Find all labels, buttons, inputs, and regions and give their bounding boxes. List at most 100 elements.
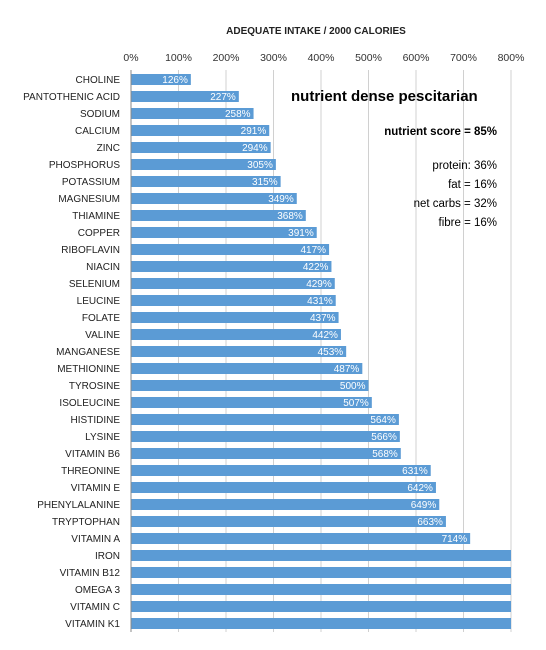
data-label: 487% <box>334 364 360 375</box>
annotation-heading: nutrient dense pescitarian <box>291 88 478 105</box>
bar <box>131 482 436 493</box>
bar <box>131 176 281 187</box>
x-tick-label: 0% <box>123 52 138 64</box>
bar <box>131 618 511 629</box>
category-label: VITAMIN C <box>70 602 120 613</box>
bar <box>131 346 347 357</box>
bar <box>131 74 191 85</box>
category-label: PANTOTHENIC ACID <box>23 92 120 103</box>
data-label: 417% <box>300 245 326 256</box>
category-label: LYSINE <box>85 432 120 443</box>
category-label: MANGANESE <box>56 347 120 358</box>
category-label: CALCIUM <box>75 126 120 137</box>
data-label: 442% <box>312 330 338 341</box>
x-tick-label: 200% <box>213 52 240 64</box>
bar <box>131 533 471 544</box>
data-label: 422% <box>303 262 329 273</box>
category-label: VALINE <box>85 330 120 341</box>
category-label: VITAMIN B6 <box>65 449 120 460</box>
category-label: TYROSINE <box>69 381 120 392</box>
category-label: IRON <box>95 551 120 562</box>
category-label: CHOLINE <box>76 75 121 86</box>
annotation-protein: protein: 36% <box>432 160 497 172</box>
category-label: VITAMIN E <box>71 483 121 494</box>
data-label: 391% <box>288 228 314 239</box>
bar <box>131 142 271 153</box>
data-label: 431% <box>307 296 333 307</box>
category-label: RIBOFLAVIN <box>61 245 120 256</box>
data-labels: 126% 227% 258% 291% 294% 305% 315% 349% 368% 391%… <box>162 75 467 545</box>
category-label: NIACIN <box>86 262 120 273</box>
category-label: SELENIUM <box>69 279 120 290</box>
data-label: 631% <box>402 466 428 477</box>
category-label: VITAMIN K1 <box>65 619 120 630</box>
category-label: THREONINE <box>61 466 120 477</box>
data-label: 437% <box>310 313 336 324</box>
category-label: VITAMIN B12 <box>60 568 121 579</box>
bar <box>131 414 399 425</box>
data-label: 500% <box>340 381 366 392</box>
data-label: 566% <box>371 432 397 443</box>
chart-title: ADEQUATE INTAKE / 2000 CALORIES <box>226 26 406 37</box>
category-label: SODIUM <box>80 109 120 120</box>
annotation-score: nutrient score = 85% <box>384 126 497 138</box>
bar <box>131 448 401 459</box>
category-label: FOLATE <box>82 313 120 324</box>
category-labels: CHOLINE PANTOTHENIC ACID SODIUM CALCIUM ZINC… <box>23 75 120 630</box>
category-label: POTASSIUM <box>62 177 120 188</box>
bar <box>131 278 335 289</box>
category-label: ZINC <box>97 143 120 154</box>
annotation-net-carbs: net carbs = 32% <box>414 198 497 210</box>
data-label: 227% <box>210 92 236 103</box>
data-label: 429% <box>306 279 332 290</box>
category-label: THIAMINE <box>72 211 120 222</box>
bar <box>131 397 372 408</box>
x-tick-label: 500% <box>355 52 382 64</box>
category-label: HISTIDINE <box>71 415 121 426</box>
bar <box>131 329 341 340</box>
bar <box>131 91 239 102</box>
bar <box>131 465 431 476</box>
data-label: 507% <box>343 398 369 409</box>
bar <box>131 108 254 119</box>
data-label: 315% <box>252 177 278 188</box>
x-tick-label: 400% <box>308 52 335 64</box>
category-label: COPPER <box>78 228 120 239</box>
annotation-fat: fat = 16% <box>448 179 497 191</box>
data-label: 714% <box>442 534 468 545</box>
bar <box>131 567 511 578</box>
data-label: 642% <box>407 483 433 494</box>
x-tick-label: 600% <box>403 52 430 64</box>
data-label: 568% <box>372 449 398 460</box>
data-label: 258% <box>225 109 251 120</box>
annotation-fibre: fibre = 16% <box>439 217 498 229</box>
category-label: PHOSPHORUS <box>49 160 120 171</box>
bar <box>131 363 363 374</box>
data-label: 663% <box>417 517 443 528</box>
x-tick-label: 100% <box>165 52 192 64</box>
category-label: METHIONINE <box>57 364 120 375</box>
bar <box>131 295 336 306</box>
bar <box>131 210 306 221</box>
data-label: 349% <box>268 194 294 205</box>
bar <box>131 550 511 561</box>
bar <box>131 227 317 238</box>
data-label: 368% <box>277 211 303 222</box>
category-label: PHENYLALANINE <box>37 500 120 511</box>
bar <box>131 601 511 612</box>
bar <box>131 193 297 204</box>
bar <box>131 244 330 255</box>
data-label: 294% <box>242 143 268 154</box>
data-label: 126% <box>162 75 188 86</box>
category-label: ISOLEUCINE <box>59 398 120 409</box>
data-label: 453% <box>318 347 344 358</box>
bar <box>131 159 276 170</box>
data-label: 305% <box>247 160 273 171</box>
bars <box>131 74 511 629</box>
x-axis-ticks: 0% 100% 200% 300% 400% 500% 600% 700% 800% <box>123 52 524 64</box>
category-label: MAGNESIUM <box>58 194 120 205</box>
data-label: 649% <box>411 500 437 511</box>
data-label: 291% <box>241 126 267 137</box>
bar <box>131 380 369 391</box>
